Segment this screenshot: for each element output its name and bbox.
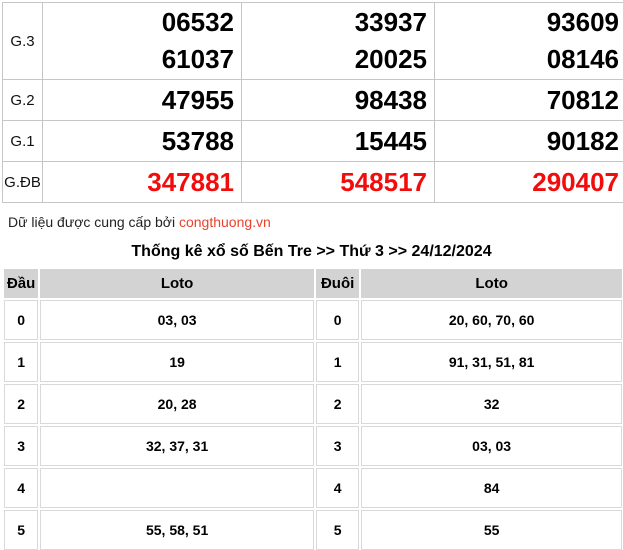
prize-number-cell: 53788 [42,120,242,162]
attribution: Dữ liệu được cung cấp bởi congthuong.vn [8,214,623,230]
stats-header-loto-dau: Loto [40,269,314,298]
prize-tier-label: G.3 [2,2,43,80]
prize-number-cell: 06532 61037 [42,2,242,80]
stats-row: 5 55, 58, 51 5 55 [4,510,622,550]
stats-dau: 3 [4,426,39,466]
prize-number: 06532 [161,7,234,37]
prize-number: 90182 [546,126,619,156]
prize-row: G.2 47955 98438 70812 [2,79,623,121]
prize-number: 20025 [354,44,427,74]
prize-number: 47955 [161,85,234,115]
prize-tier-label: G.2 [2,79,43,121]
stats-duoi: 0 [316,300,360,340]
prize-row: G.3 06532 61037 33937 20025 93609 08146 [2,2,623,80]
stats-loto-duoi: 03, 03 [361,426,622,466]
stats-row: 4 4 84 [4,468,622,508]
stats-row: 1 19 1 91, 31, 51, 81 [4,342,622,382]
prize-number: 70812 [546,85,619,115]
prize-number: 347881 [147,167,234,197]
prize-number-cell: 70812 [434,79,623,121]
stats-dau: 5 [4,510,39,550]
stats-table: Đầu Loto Đuôi Loto 0 03, 03 0 20, 60, 70, 60 1 1… [2,267,623,550]
prize-number-cell: 90182 [434,120,623,162]
stats-loto-duoi: 91, 31, 51, 81 [361,342,622,382]
stats-loto-dau: 32, 37, 31 [40,426,314,466]
prize-number: 98438 [354,85,427,115]
prize-number: 548517 [340,167,427,197]
prize-number: 61037 [161,44,234,74]
prize-number: 15445 [354,126,427,156]
stats-dau: 2 [4,384,39,424]
prize-number-cell: 548517 [241,161,435,203]
stats-duoi: 1 [316,342,360,382]
stats-loto-dau: 55, 58, 51 [40,510,314,550]
stats-header-dau: Đầu [4,269,39,298]
stats-loto-dau: 03, 03 [40,300,314,340]
stats-header-duoi: Đuôi [316,269,360,298]
stats-loto-duoi: 32 [361,384,622,424]
prize-number: 08146 [546,44,619,74]
stats-dau: 4 [4,468,39,508]
prize-number-cell: 33937 20025 [241,2,435,80]
attribution-text: Dữ liệu được cung cấp bởi [8,214,176,230]
prize-number-cell: 47955 [42,79,242,121]
stats-header-loto-duoi: Loto [361,269,622,298]
prize-number-cell: 98438 [241,79,435,121]
prize-number: 53788 [161,126,234,156]
stats-loto-duoi: 20, 60, 70, 60 [361,300,622,340]
stats-loto-duoi: 55 [361,510,622,550]
prize-number-cell: 290407 [434,161,623,203]
stats-dau: 1 [4,342,39,382]
stats-duoi: 2 [316,384,360,424]
prize-number: 290407 [532,167,619,197]
stats-duoi: 4 [316,468,360,508]
stats-duoi: 5 [316,510,360,550]
prize-number-cell: 93609 08146 [434,2,623,80]
prize-row: G.ĐB 347881 548517 290407 [2,161,623,203]
stats-duoi: 3 [316,426,360,466]
stats-loto-dau: 19 [40,342,314,382]
prize-number: 93609 [546,7,619,37]
prize-number: 33937 [354,7,427,37]
stats-row: 2 20, 28 2 32 [4,384,622,424]
stats-loto-dau: 20, 28 [40,384,314,424]
stats-loto-dau [40,468,314,508]
stats-dau: 0 [4,300,39,340]
stats-loto-duoi: 84 [361,468,622,508]
prize-number-cell: 15445 [241,120,435,162]
stats-row: 0 03, 03 0 20, 60, 70, 60 [4,300,622,340]
prize-row: G.1 53788 15445 90182 [2,120,623,162]
prize-tier-label: G.1 [2,120,43,162]
prize-number-cell: 347881 [42,161,242,203]
stats-row: 3 32, 37, 31 3 03, 03 [4,426,622,466]
stats-title: Thống kê xổ số Bến Tre >> Thứ 3 >> 24/12… [131,243,492,260]
attribution-link[interactable]: congthuong.vn [178,214,271,230]
prize-tier-label: G.ĐB [2,161,43,203]
stats-header-row: Đầu Loto Đuôi Loto [4,269,622,298]
prize-table: G.3 06532 61037 33937 20025 93609 08146 G.2 4795… [2,2,623,203]
